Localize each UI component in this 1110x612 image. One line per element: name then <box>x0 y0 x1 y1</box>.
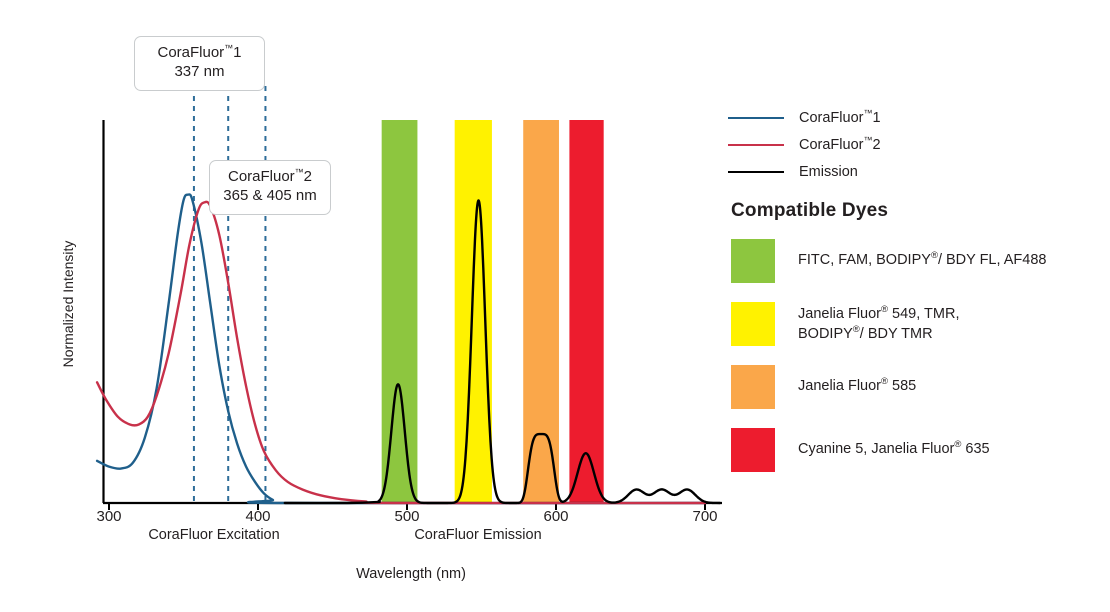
orange-band <box>523 120 559 503</box>
callout-1-line2: 337 nm <box>174 62 225 80</box>
dye-label-line1: Janelia Fluor® 549, TMR, <box>798 304 960 322</box>
dye-label-line1: Janelia Fluor® 585 <box>798 376 917 394</box>
x-tick-label-500: 500 <box>394 508 420 525</box>
dye-color-swatch <box>731 302 775 346</box>
dye-label: FITC, FAM, BODIPY®/ BDY FL, AF488 <box>798 239 1046 270</box>
callout-2-line1: CoraFluor™2 <box>227 167 313 186</box>
x-tick-label-600: 600 <box>543 508 569 525</box>
legend-item-2: Emission <box>728 158 1098 185</box>
callout-coraFluor1: CoraFluor™1 337 nm <box>134 36 265 91</box>
callout-coraFluor2: CoraFluor™2 365 & 405 nm <box>209 160 331 215</box>
chart-canvas <box>95 86 722 510</box>
dye-color-swatch <box>731 239 775 283</box>
dye-label-line1: Cyanine 5, Janelia Fluor® 635 <box>798 439 990 457</box>
legend-item-label: Emission <box>799 163 858 180</box>
dye-label-line1: FITC, FAM, BODIPY®/ BDY FL, AF488 <box>798 250 1047 268</box>
x-tick-label-300: 300 <box>96 508 122 525</box>
compatible-dyes-panel: Compatible Dyes FITC, FAM, BODIPY®/ BDY … <box>731 200 1106 491</box>
spectra-chart: CoraFluor™1 337 nm CoraFluor™2 365 & 405… <box>60 36 722 582</box>
compatible-dyes-title: Compatible Dyes <box>731 200 889 221</box>
dye-row-2: Janelia Fluor® 585 <box>731 365 1106 409</box>
spectra-curves <box>95 193 722 505</box>
x-axis-title: Wavelength (nm) <box>356 566 466 582</box>
curve-corafluor1 <box>95 193 707 505</box>
legend-item-label: CoraFluor™2 <box>799 134 881 153</box>
red-band <box>569 120 604 503</box>
legend-item-1: CoraFluor™2 <box>728 131 1098 158</box>
band-regions <box>381 120 604 503</box>
dye-color-swatch <box>731 365 775 409</box>
curve-emission <box>283 199 722 505</box>
callout-1-line1: CoraFluor™1 <box>157 43 242 62</box>
dye-label: Janelia Fluor® 585 <box>798 365 916 396</box>
compatible-dyes-list: FITC, FAM, BODIPY®/ BDY FL, AF488 Janelia… <box>731 239 1106 472</box>
green-band <box>381 120 418 503</box>
x-section-label-emission: CoraFluor Emission <box>414 527 542 543</box>
series-legend: CoraFluor™1 CoraFluor™2 Emission <box>728 104 1098 185</box>
legend-line-swatch <box>728 170 784 173</box>
x-tick-label-400: 400 <box>245 508 271 525</box>
legend-item-label: CoraFluor™1 <box>799 107 881 126</box>
x-section-label-excitation: CoraFluor Excitation <box>148 527 280 543</box>
dye-row-1: Janelia Fluor® 549, TMR, BODIPY®/ BDY TMR <box>731 302 1106 346</box>
x-tick-label-700: 700 <box>692 508 718 525</box>
legend-line-swatch <box>728 143 784 146</box>
legend-line-swatch <box>728 116 784 119</box>
y-axis-title: Normalized Intensity <box>60 240 76 368</box>
dye-label: Cyanine 5, Janelia Fluor® 635 <box>798 428 990 459</box>
curve-corafluor2 <box>95 200 707 505</box>
legend-item-0: CoraFluor™1 <box>728 104 1098 131</box>
dye-row-3: Cyanine 5, Janelia Fluor® 635 <box>731 428 1106 472</box>
dye-row-0: FITC, FAM, BODIPY®/ BDY FL, AF488 <box>731 239 1106 283</box>
callout-2-line2: 365 & 405 nm <box>223 186 317 204</box>
dye-color-swatch <box>731 428 775 472</box>
dye-label-line2: BODIPY®/ BDY TMR <box>798 324 933 342</box>
dye-label: Janelia Fluor® 549, TMR, BODIPY®/ BDY TMR <box>798 302 959 344</box>
